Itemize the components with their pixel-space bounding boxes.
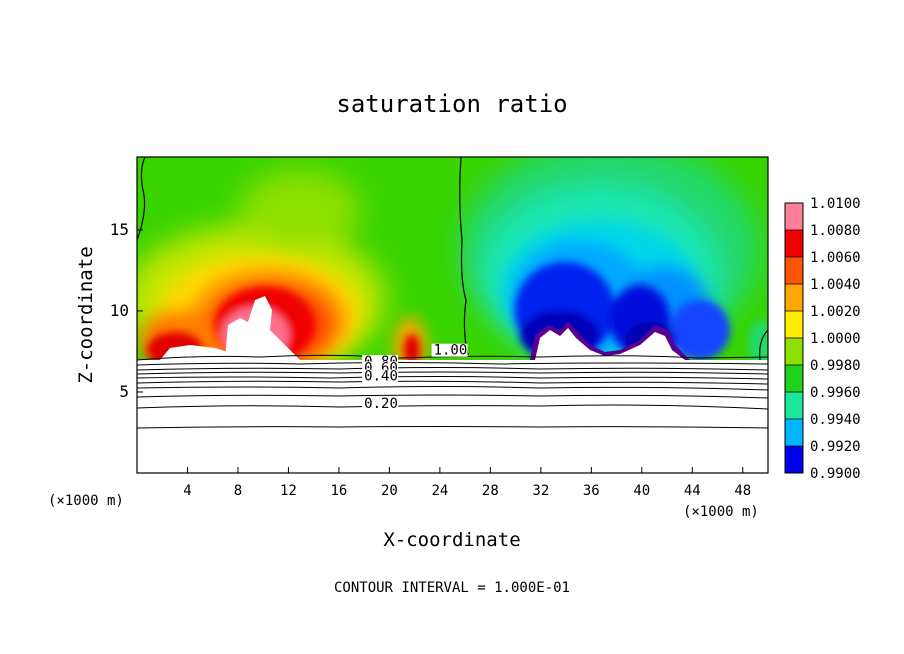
- x-unit-right: (×1000 m): [683, 504, 759, 520]
- x-tick-label: 40: [633, 483, 650, 499]
- colorbar-segment: [785, 392, 803, 420]
- plot-area: 1.000.800.600.400.20 4812162024283236404…: [110, 156, 769, 499]
- y-axis-ticks: 5 10 15: [110, 220, 143, 401]
- contour-label: 0.40: [364, 369, 398, 385]
- colorbar-segment: [785, 419, 803, 447]
- colorbar-segment: [785, 311, 803, 339]
- color-field: [137, 157, 768, 360]
- x-unit-left: (×1000 m): [48, 493, 124, 509]
- colorbar: 1.0100 1.0080 1.0060 1.0040 1.0020 1.0000 0.99…: [784, 196, 861, 482]
- x-tick-label: 20: [381, 483, 398, 499]
- colorbar-segment: [785, 338, 803, 366]
- colorbar-label: 0.9960: [810, 385, 861, 401]
- x-axis-label: X-coordinate: [383, 529, 520, 551]
- colorbar-segment: [785, 230, 803, 258]
- colorbar-segment: [785, 365, 803, 393]
- y-tick-label: 10: [110, 301, 129, 320]
- contour-label-bg: [362, 397, 399, 411]
- colorbar-label: 0.9900: [810, 466, 861, 482]
- colorbar-segment: [785, 446, 803, 474]
- colorbar-label: 1.0060: [810, 250, 861, 266]
- x-tick-label: 8: [234, 483, 242, 499]
- contour-labels: 1.000.800.600.400.20: [362, 343, 468, 412]
- x-tick-label: 4: [183, 483, 191, 499]
- colorbar-label: 1.0100: [810, 196, 861, 212]
- contour-label: 1.00: [434, 343, 468, 359]
- colorbar-label: 1.0080: [810, 223, 861, 239]
- y-axis-label: Z-coordinate: [75, 246, 97, 383]
- colorbar-label: 0.9980: [810, 358, 861, 374]
- plot-frame: [136, 156, 769, 474]
- contour-label-bg: [362, 369, 399, 383]
- contour-label: 0.20: [364, 396, 398, 412]
- x-tick-label: 12: [280, 483, 297, 499]
- x-tick-label: 24: [431, 483, 448, 499]
- contour-lines: [136, 354, 769, 429]
- colorbar-segment: [785, 284, 803, 312]
- colorbar-label: 0.9920: [810, 439, 861, 455]
- contour-interval-note: CONTOUR INTERVAL = 1.000E-01: [334, 580, 570, 596]
- contour-label-bg: [431, 343, 468, 357]
- x-tick-label: 16: [330, 483, 347, 499]
- x-tick-label: 44: [684, 483, 701, 499]
- x-tick-label: 36: [583, 483, 600, 499]
- colorbar-label: 1.0020: [810, 304, 861, 320]
- colorbar-segment: [785, 257, 803, 285]
- colorbar-label: 0.9940: [810, 412, 861, 428]
- y-tick-label: 5: [119, 382, 129, 401]
- chart-title: saturation ratio: [336, 90, 567, 118]
- x-axis-ticks: 4 8 12 16 20 24 28 32 36 40 44 48: [183, 467, 751, 499]
- colorbar-label: 1.0040: [810, 277, 861, 293]
- colorbar-label: 1.0000: [810, 331, 861, 347]
- x-tick-label: 32: [532, 483, 549, 499]
- x-tick-label: 28: [482, 483, 499, 499]
- y-tick-label: 15: [110, 220, 129, 239]
- colorbar-segment: [785, 203, 803, 231]
- x-tick-label: 48: [734, 483, 751, 499]
